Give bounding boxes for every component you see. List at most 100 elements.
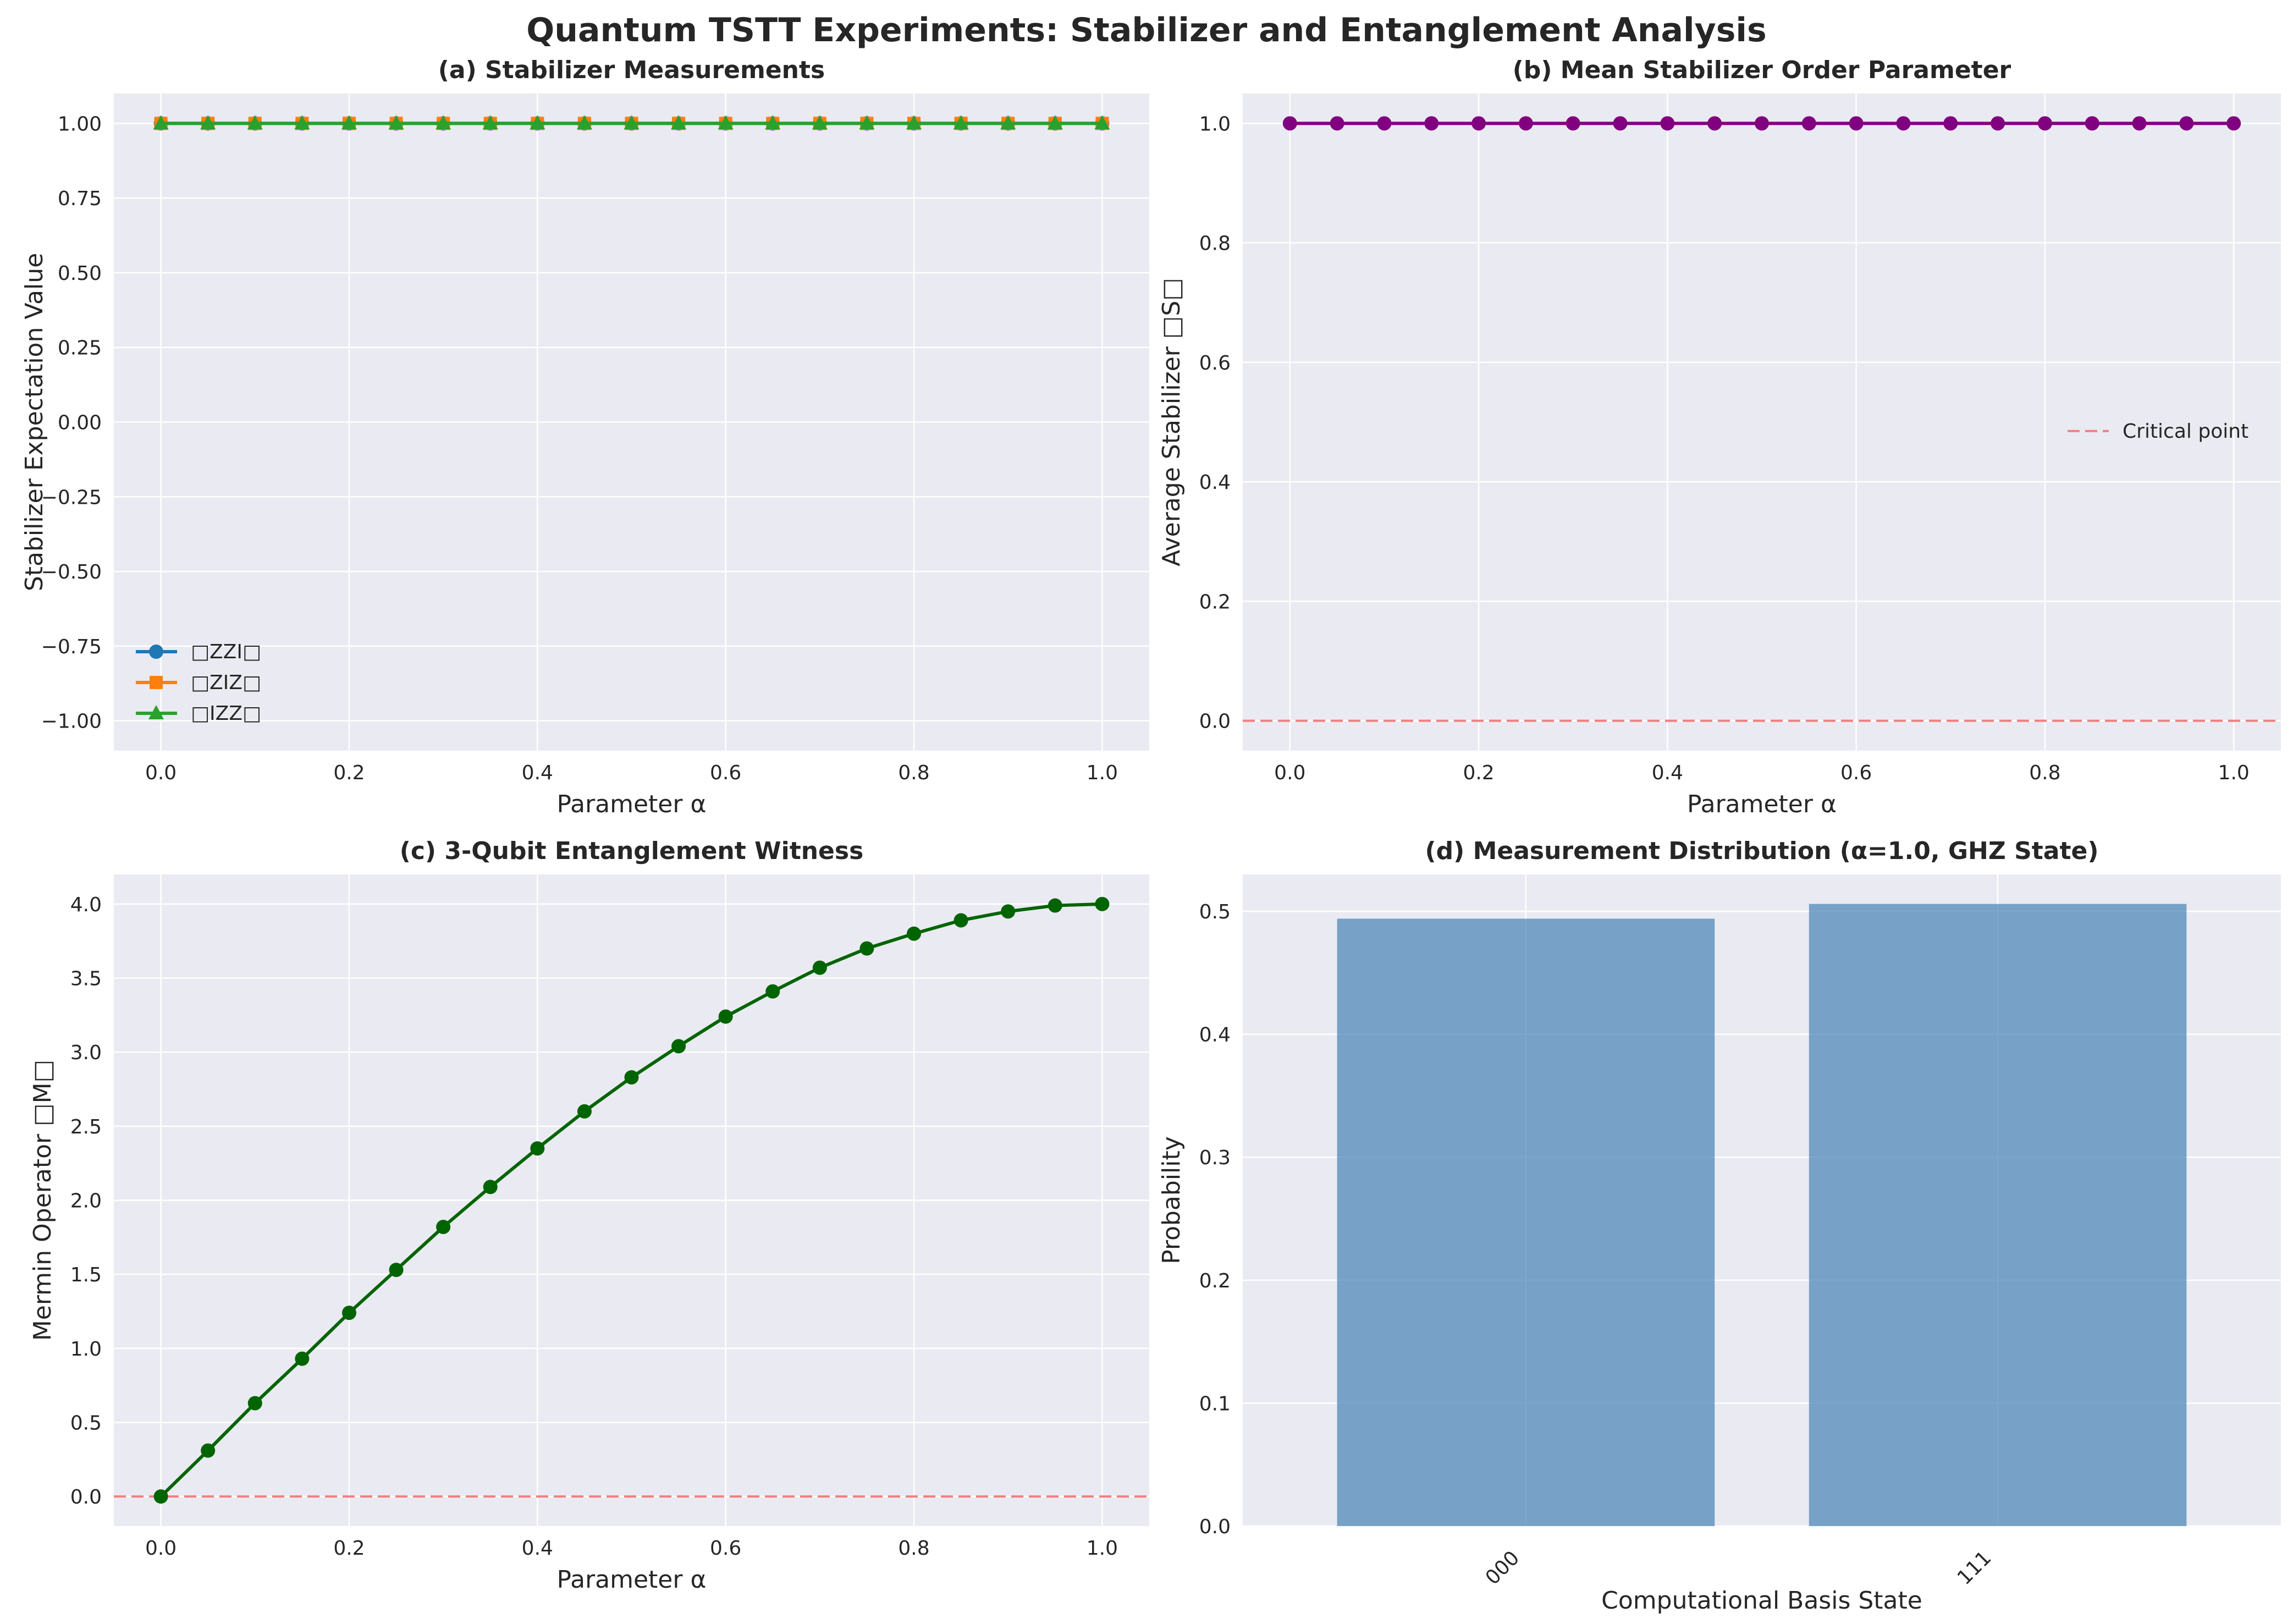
chart-a-point <box>812 115 828 130</box>
chart-a-xtick-label: 0.6 <box>710 762 741 784</box>
chart-b-point <box>1991 116 2005 131</box>
chart-c-xtick-label: 0.8 <box>898 1537 929 1560</box>
chart-b-xtick-label: 0.2 <box>1463 762 1494 784</box>
chart-d-ytick-label: 0.5 <box>1199 901 1231 923</box>
chart-a-legend-label-1: □ZIZ□ <box>191 671 261 694</box>
chart-c-point <box>1001 904 1016 919</box>
chart-a-point <box>388 115 404 130</box>
chart-c-point <box>1048 898 1062 913</box>
chart-c-point <box>247 1396 262 1411</box>
chart-a-xtick-label: 1.0 <box>1087 762 1118 784</box>
chart-c-ytick-label: 2.0 <box>70 1190 102 1213</box>
chart-b-point <box>2037 116 2052 131</box>
chart-a-point <box>906 115 922 130</box>
chart-b-xtick-label: 0.8 <box>2029 762 2060 784</box>
chart-c-title: (c) 3-Qubit Entanglement Witness <box>400 837 864 865</box>
chart-c-ytick-label: 0.5 <box>70 1412 102 1434</box>
chart-a-point <box>1094 115 1110 130</box>
chart-a-xtick-label: 0.0 <box>145 762 177 784</box>
chart-b-point <box>2085 116 2099 131</box>
chart-a-point <box>436 115 451 130</box>
chart-a-ytick-label: 0.25 <box>58 337 102 360</box>
chart-c-xtick-label: 0.4 <box>522 1537 553 1560</box>
chart-b-xtick-label: 0.0 <box>1274 762 1305 784</box>
chart-d-bar-000 <box>1337 918 1715 1526</box>
chart-b-point <box>1849 116 1864 131</box>
chart-a-legend-label-0: □ZZI□ <box>191 641 261 663</box>
chart-a-point <box>1000 115 1016 130</box>
chart-a-point <box>341 115 357 130</box>
chart-c-point <box>389 1263 404 1278</box>
chart-b-point <box>1660 116 1675 131</box>
chart-b-point <box>1566 116 1580 131</box>
chart-d-ytick-label: 0.2 <box>1199 1270 1231 1292</box>
chart-c-point <box>953 913 968 928</box>
chart-c-point <box>201 1443 216 1458</box>
chart-a-point <box>624 115 640 130</box>
chart-c-point <box>859 941 874 956</box>
chart-d-xlabel: Computational Basis State <box>1601 1587 1922 1615</box>
chart-a-point <box>294 115 310 130</box>
chart-c-ytick-label: 3.5 <box>70 968 102 990</box>
chart-b-point <box>1424 116 1439 131</box>
chart-a-xtick-label: 0.8 <box>898 762 929 784</box>
chart-b-xtick-label: 0.4 <box>1652 762 1683 784</box>
chart-a-ytick-label: −0.50 <box>41 561 102 583</box>
chart-a-point <box>718 115 734 130</box>
chart-b-legend-label: Critical point <box>2123 420 2248 443</box>
chart-a-point <box>530 115 545 130</box>
chart-a-point <box>671 115 687 130</box>
chart-b-point <box>1801 116 1816 131</box>
chart-c-xlabel: Parameter α <box>557 1566 707 1594</box>
chart-c-point <box>153 1489 168 1504</box>
chart-b-xtick-label: 0.6 <box>1840 762 1872 784</box>
chart-a-point <box>1047 115 1063 130</box>
chart-c-point <box>671 1039 686 1054</box>
chart-c-point <box>812 960 827 975</box>
chart-a-point <box>482 115 498 130</box>
chart-d-ylabel: Probability <box>1157 1136 1186 1264</box>
chart-c-ytick-label: 3.0 <box>70 1042 102 1064</box>
chart-b-ylabel: Average Stabilizer □S□ <box>1157 278 1186 566</box>
chart-b-plot-area <box>1243 93 2281 751</box>
chart-b-point <box>1282 116 1297 131</box>
chart-c-point <box>1095 896 1110 911</box>
chart-a-ytick-label: −1.00 <box>41 711 102 733</box>
chart-a-xtick-label: 0.4 <box>522 762 553 784</box>
chart-b-point <box>2179 116 2194 131</box>
chart-d-title: (d) Measurement Distribution (α=1.0, GHZ… <box>1425 837 2099 865</box>
chart-a-ytick-label: 0.50 <box>58 262 102 285</box>
chart-c-point <box>577 1104 592 1119</box>
chart-a-ytick-label: −0.75 <box>41 636 102 658</box>
chart-a-point <box>953 115 969 130</box>
chart-c-xtick-label: 0.0 <box>145 1537 177 1560</box>
chart-a-point <box>765 115 781 130</box>
chart-c-ytick-label: 4.0 <box>70 894 102 916</box>
chart-a-point <box>200 115 216 130</box>
chart-a-legend-marker-0 <box>149 645 163 659</box>
chart-d-ytick-label: 0.1 <box>1199 1392 1231 1415</box>
chart-a-point <box>576 115 592 130</box>
chart-a-point <box>247 115 263 130</box>
figure-title: Quantum TSTT Experiments: Stabilizer and… <box>526 11 1766 49</box>
chart-b-xtick-label: 1.0 <box>2218 762 2250 784</box>
chart-c-point <box>624 1070 639 1084</box>
chart-c-ytick-label: 1.0 <box>70 1338 102 1361</box>
chart-a-title: (a) Stabilizer Measurements <box>438 56 825 84</box>
chart-c-point <box>718 1009 733 1024</box>
chart-a-ylabel: Stabilizer Expectation Value <box>20 253 48 591</box>
chart-a-xtick-label: 0.2 <box>333 762 365 784</box>
chart-b-xlabel: Parameter α <box>1687 790 1837 818</box>
chart-a-legend-marker-2 <box>148 705 164 719</box>
chart-b-ytick-label: 0.8 <box>1199 233 1231 255</box>
chart-a-ytick-label: 0.75 <box>58 188 102 210</box>
panel-d-measurement-distribution: (d) Measurement Distribution (α=1.0, GHZ… <box>1157 837 2281 1615</box>
chart-b-point <box>1707 116 1722 131</box>
chart-c-point <box>436 1219 451 1234</box>
chart-c-point <box>341 1306 356 1320</box>
chart-b-point <box>1518 116 1533 131</box>
chart-c-point <box>483 1180 498 1194</box>
chart-b-point <box>1896 116 1911 131</box>
chart-a-ytick-label: 0.00 <box>58 412 102 434</box>
